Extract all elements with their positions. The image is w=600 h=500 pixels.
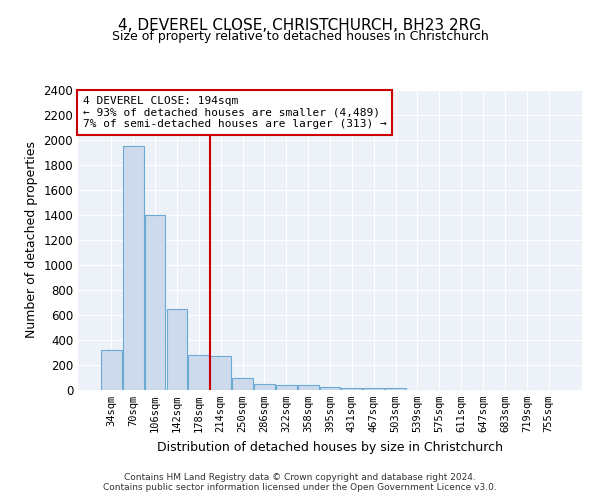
- Text: Contains HM Land Registry data © Crown copyright and database right 2024.
Contai: Contains HM Land Registry data © Crown c…: [103, 473, 497, 492]
- Bar: [145, 215, 166, 390]
- Bar: [210, 356, 231, 390]
- Text: 4 DEVEREL CLOSE: 194sqm
← 93% of detached houses are smaller (4,489)
7% of semi-: 4 DEVEREL CLOSE: 194sqm ← 93% of detache…: [83, 96, 387, 129]
- Bar: [341, 388, 362, 390]
- Bar: [385, 388, 406, 390]
- Text: 4, DEVEREL CLOSE, CHRISTCHURCH, BH23 2RG: 4, DEVEREL CLOSE, CHRISTCHURCH, BH23 2RG: [118, 18, 482, 32]
- Bar: [254, 384, 275, 390]
- Bar: [123, 146, 143, 390]
- Bar: [364, 388, 384, 390]
- Y-axis label: Number of detached properties: Number of detached properties: [25, 142, 38, 338]
- Bar: [320, 387, 340, 390]
- X-axis label: Distribution of detached houses by size in Christchurch: Distribution of detached houses by size …: [157, 440, 503, 454]
- Bar: [232, 378, 253, 390]
- Bar: [298, 385, 319, 390]
- Bar: [276, 385, 296, 390]
- Bar: [101, 350, 122, 390]
- Bar: [188, 355, 209, 390]
- Bar: [167, 308, 187, 390]
- Text: Size of property relative to detached houses in Christchurch: Size of property relative to detached ho…: [112, 30, 488, 43]
